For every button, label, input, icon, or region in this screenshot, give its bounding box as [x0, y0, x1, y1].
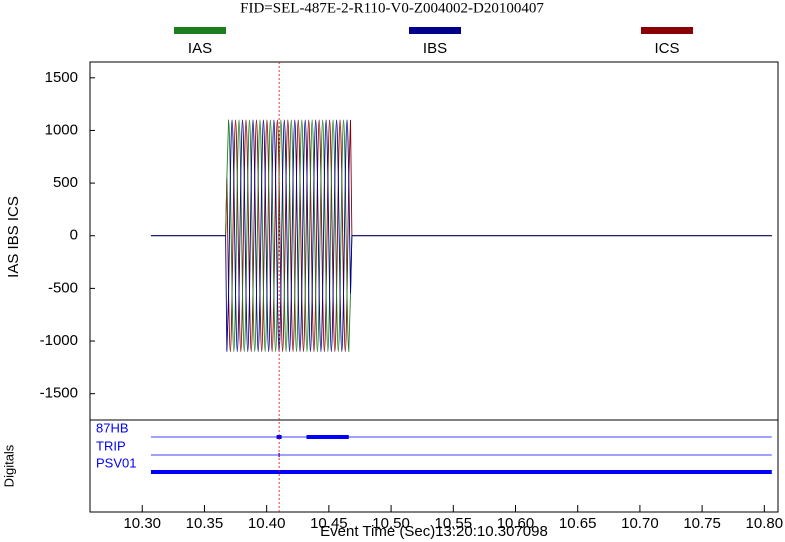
- y-tick-label: 1000: [45, 121, 78, 138]
- digital-on: [306, 435, 349, 439]
- y-tick-label: 0: [70, 227, 78, 244]
- trace: [150, 119, 772, 353]
- legend-swatch: [641, 27, 693, 34]
- legend-swatch: [174, 27, 226, 34]
- legend-swatch: [409, 27, 461, 34]
- x-tick-label: 10.30: [123, 515, 161, 532]
- digital-label: PSV01: [96, 455, 136, 470]
- y-tick-label: -1000: [40, 332, 78, 349]
- trace: [150, 119, 772, 353]
- x-tick-label: 10.40: [248, 515, 286, 532]
- digital-on: [276, 435, 282, 439]
- y-axis-label: IAS IBS ICS: [5, 196, 22, 278]
- legend-label: ICS: [654, 40, 679, 57]
- y-tick-label: 500: [53, 174, 78, 191]
- y-tick-label: -1500: [40, 385, 78, 402]
- x-tick-label: 10.55: [435, 515, 473, 532]
- legend-label: IAS: [188, 40, 212, 57]
- plot-frame: [89, 61, 779, 513]
- x-tick-label: 10.45: [310, 515, 348, 532]
- trace: [150, 119, 772, 353]
- x-axis-label: Event Time (Sec)13:20:10.307098: [320, 523, 548, 540]
- x-tick-label: 10.60: [497, 515, 535, 532]
- digitals-label: Digitals: [1, 444, 16, 487]
- legend-label: IBS: [423, 40, 447, 57]
- digital-label: 87HB: [96, 420, 129, 435]
- digital-on: [150, 470, 772, 474]
- x-tick-label: 10.65: [559, 515, 597, 532]
- x-tick-label: 10.35: [186, 515, 224, 532]
- y-tick-label: -500: [48, 279, 78, 296]
- x-tick-label: 10.75: [683, 515, 721, 532]
- x-tick-label: 10.50: [372, 515, 410, 532]
- x-tick-label: 10.70: [621, 515, 659, 532]
- digital-label: TRIP: [96, 438, 126, 453]
- chart-title: FID=SEL-487E-2-R110-V0-Z004002-D20100407: [240, 0, 544, 16]
- y-tick-label: 1500: [45, 69, 78, 86]
- x-tick-label: 10.80: [746, 515, 784, 532]
